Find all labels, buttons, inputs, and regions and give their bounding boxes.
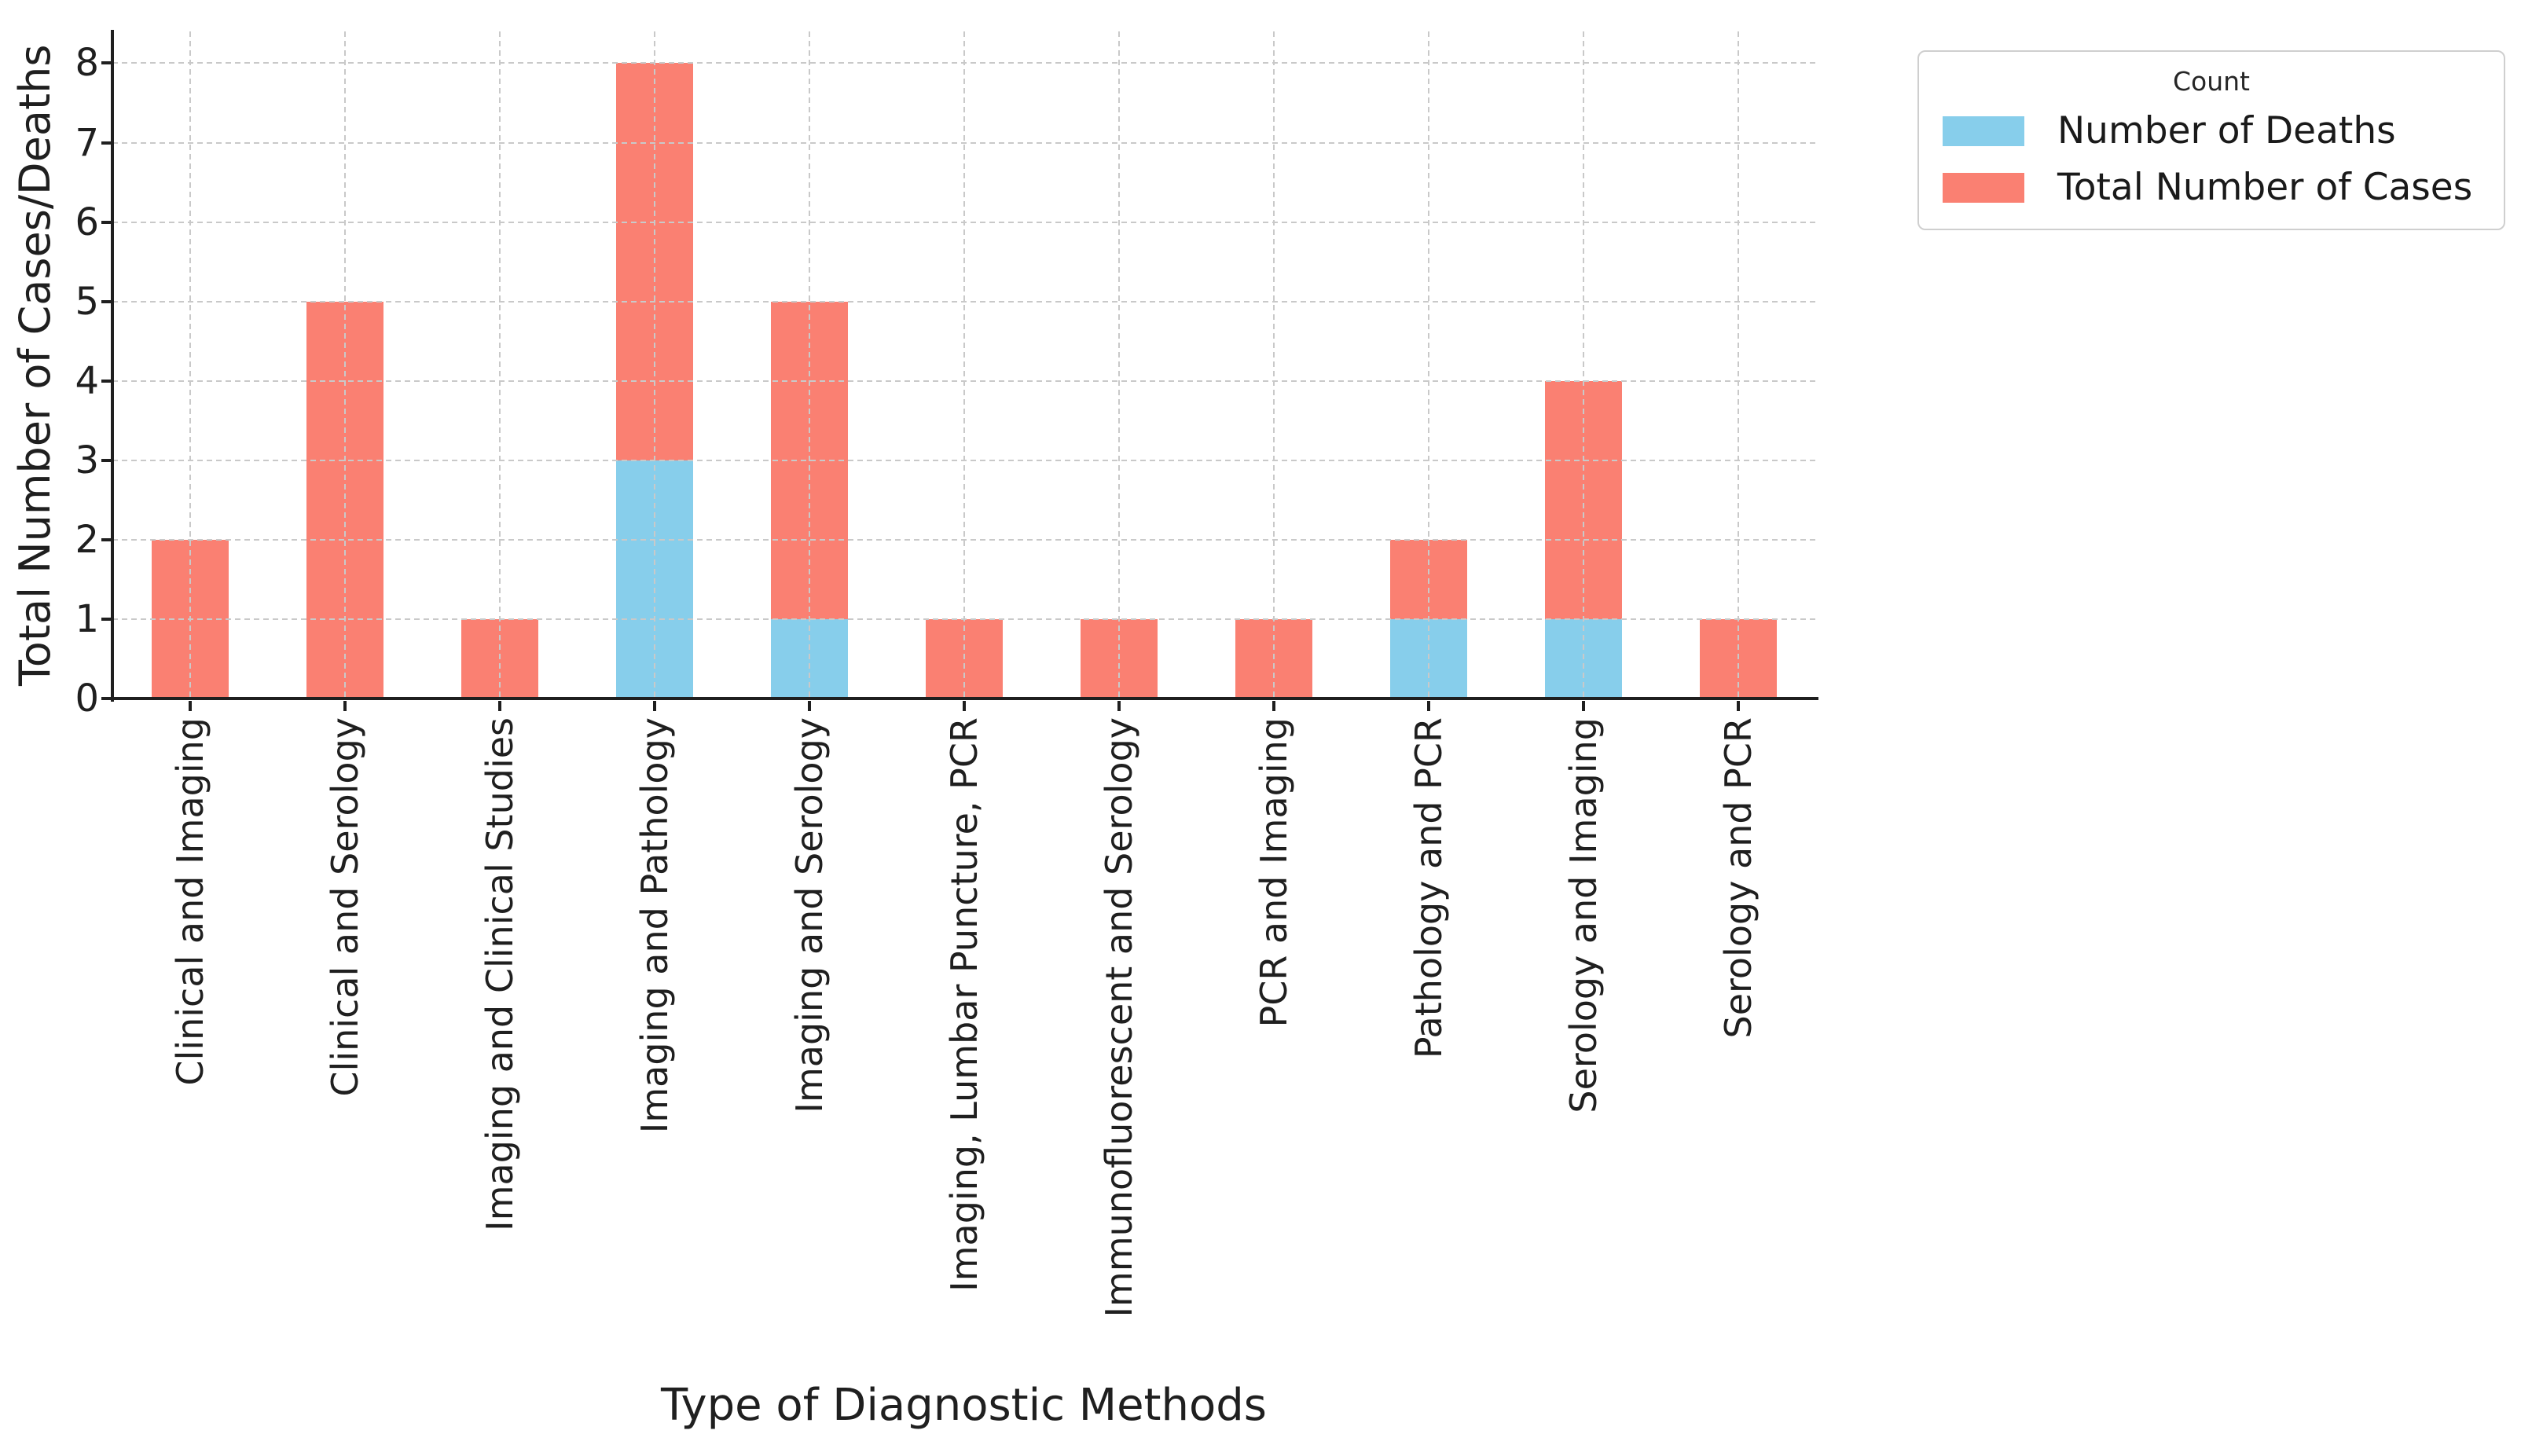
v-gridline — [963, 31, 965, 699]
legend: Count Number of Deaths Total Number of C… — [1917, 50, 2505, 230]
x-tick-label: Clinical and Serology — [323, 717, 366, 1097]
y-tick-label: 1 — [75, 596, 99, 641]
y-tick — [101, 379, 112, 383]
x-tick — [652, 701, 656, 711]
v-gridline — [1582, 31, 1584, 699]
x-tick — [1736, 701, 1740, 711]
x-tick-label: Serology and PCR — [1716, 717, 1760, 1039]
x-tick — [962, 701, 966, 711]
v-gridline — [1737, 31, 1739, 699]
legend-title: Count — [2172, 66, 2250, 97]
h-gridline — [112, 618, 1815, 620]
v-gridline — [498, 31, 501, 699]
v-gridline — [189, 31, 191, 699]
h-gridline — [112, 380, 1815, 382]
legend-label-total-number-of-cases: Total Number of Cases — [2057, 166, 2473, 209]
x-tick-label: Clinical and Imaging — [168, 717, 211, 1086]
x-tick-label: PCR and Imaging — [1252, 717, 1295, 1028]
x-axis-spine — [111, 697, 1818, 700]
x-tick — [807, 701, 811, 711]
y-tick-label: 3 — [75, 438, 99, 482]
h-gridline — [112, 300, 1815, 303]
h-gridline — [112, 141, 1815, 144]
legend-label-number-of-deaths: Number of Deaths — [2057, 109, 2396, 152]
x-tick — [1272, 701, 1275, 711]
y-tick-label: 5 — [75, 279, 99, 324]
x-axis-label: Type of Diagnostic Methods — [661, 1380, 1267, 1431]
y-tick-label: 0 — [75, 677, 99, 721]
y-tick — [101, 220, 112, 224]
x-tick — [1581, 701, 1585, 711]
y-tick-label: 2 — [75, 517, 99, 562]
x-tick-label: Imaging, Lumbar Puncture, PCR — [942, 717, 985, 1292]
h-gridline — [112, 538, 1815, 541]
legend-item-number-of-deaths: Number of Deaths — [1943, 109, 2480, 153]
x-tick — [188, 701, 192, 711]
legend-item-total-number-of-cases: Total Number of Cases — [1943, 166, 2480, 210]
h-gridline — [112, 459, 1815, 461]
y-tick — [101, 299, 112, 303]
legend-swatch-total-number-of-cases — [1943, 173, 2024, 203]
y-tick — [101, 458, 112, 462]
x-tick-label: Serology and Imaging — [1561, 717, 1605, 1113]
v-gridline — [1117, 31, 1120, 699]
v-gridline — [653, 31, 655, 699]
x-tick-label: Imaging and Pathology — [633, 717, 676, 1134]
y-tick — [101, 141, 112, 145]
y-tick — [101, 617, 112, 621]
x-tick — [1117, 701, 1121, 711]
y-axis-spine — [111, 30, 114, 702]
x-tick-label: Imaging and Serology — [787, 717, 831, 1113]
y-tick — [101, 697, 112, 700]
x-tick — [1426, 701, 1430, 711]
x-tick — [343, 701, 347, 711]
y-tick — [101, 537, 112, 541]
y-tick-label: 4 — [75, 358, 99, 403]
x-tick — [497, 701, 501, 711]
legend-swatch-number-of-deaths — [1943, 116, 2024, 146]
y-tick — [101, 61, 112, 65]
v-gridline — [1272, 31, 1275, 699]
x-tick-label: Imaging and Clinical Studies — [478, 717, 521, 1231]
y-axis-label: Total Number of Cases/Deaths — [10, 44, 60, 686]
v-gridline — [343, 31, 346, 699]
y-tick-label: 6 — [75, 200, 99, 244]
h-gridline — [112, 221, 1815, 223]
v-gridline — [1427, 31, 1429, 699]
x-tick-label: Immunofluorescent and Serology — [1097, 717, 1140, 1318]
y-tick-label: 7 — [75, 120, 99, 165]
y-tick-label: 8 — [75, 41, 99, 86]
h-gridline — [112, 62, 1815, 64]
x-tick-label: Pathology and PCR — [1407, 717, 1450, 1059]
v-gridline — [808, 31, 810, 699]
